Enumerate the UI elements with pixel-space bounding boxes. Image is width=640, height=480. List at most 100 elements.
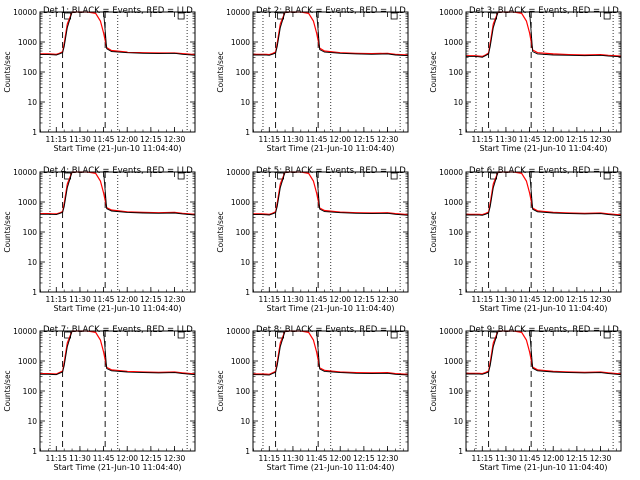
- x-tick-label: 12:00: [329, 135, 351, 144]
- time-marker-box: [177, 172, 185, 180]
- y-tick-label: 100: [236, 68, 251, 77]
- plot-frame: [39, 11, 196, 133]
- x-tick-label: 12:15: [566, 454, 588, 463]
- chart-title: Det 1: BLACK = Events, RED = LLD: [43, 6, 193, 16]
- x-tick-label: 11:15: [45, 295, 67, 304]
- y-tick-label: 1000: [18, 38, 37, 47]
- x-tick-label: 11:15: [45, 454, 67, 463]
- y-tick-label: 1000: [444, 198, 463, 207]
- y-tick-label: 1: [458, 288, 463, 297]
- time-marker-box: [603, 172, 611, 180]
- x-tick-label: 11:15: [471, 454, 493, 463]
- plot-frame: [465, 11, 622, 133]
- x-tick-label: 11:15: [258, 295, 280, 304]
- chart-panel-3: Det 3: BLACK = Events, RED = LLD Counts/s…: [429, 6, 622, 153]
- x-tick-label: 12:30: [377, 135, 399, 144]
- x-tick-label: 12:30: [164, 295, 186, 304]
- x-tick-label: 11:30: [495, 454, 517, 463]
- plot-frame: [252, 171, 409, 293]
- chart-title: Det 5: BLACK = Events, RED = LLD: [256, 166, 406, 176]
- y-tick-label: 10: [240, 258, 250, 267]
- y-tick-label: 10: [27, 98, 37, 107]
- x-tick-label: 12:15: [140, 295, 162, 304]
- chart-panel-1: Det 1: BLACK = Events, RED = LLD Counts/s…: [3, 6, 196, 153]
- lld-series-line: [466, 11, 621, 58]
- x-tick-label: 11:30: [69, 135, 91, 144]
- x-tick-label: 11:30: [282, 135, 304, 144]
- x-tick-label: 11:45: [306, 454, 328, 463]
- y-tick-label: 100: [449, 228, 464, 237]
- chart-panel-8: Det 8: BLACK = Events, RED = LLD Counts/s…: [216, 325, 409, 472]
- x-axis-label: Start Time (21-Jun-10 11:04:40): [480, 304, 608, 313]
- lld-series-line: [466, 330, 621, 375]
- y-tick-label: 1000: [231, 38, 250, 47]
- plot-frame: [252, 11, 409, 133]
- y-tick-label: 1000: [18, 198, 37, 207]
- y-axis-label: Counts/sec: [3, 211, 12, 252]
- x-tick-label: 12:00: [116, 454, 138, 463]
- y-tick-label: 100: [23, 68, 38, 77]
- x-axis-label: Start Time (21-Jun-10 11:04:40): [480, 463, 608, 472]
- y-axis-label: Counts/sec: [216, 370, 225, 411]
- lld-series-line: [40, 11, 195, 56]
- time-marker-box: [390, 331, 398, 339]
- y-tick-label: 1: [245, 447, 250, 456]
- y-tick-label: 10000: [13, 8, 37, 17]
- y-tick-label: 100: [23, 228, 38, 237]
- x-tick-label: 11:45: [519, 135, 541, 144]
- y-tick-label: 1: [245, 288, 250, 297]
- x-axis-label: Start Time (21-Jun-10 11:04:40): [267, 144, 395, 153]
- x-tick-label: 12:30: [164, 135, 186, 144]
- y-tick-label: 10000: [439, 327, 463, 336]
- y-tick-label: 10000: [13, 168, 37, 177]
- x-tick-label: 11:15: [258, 135, 280, 144]
- chart-title: Det 4: BLACK = Events, RED = LLD: [43, 166, 193, 176]
- x-tick-label: 12:15: [566, 295, 588, 304]
- y-tick-label: 10000: [439, 168, 463, 177]
- y-tick-label: 10: [453, 98, 463, 107]
- plot-frame: [465, 330, 622, 452]
- chart-title: Det 3: BLACK = Events, RED = LLD: [469, 6, 619, 16]
- lld-series-line: [253, 11, 408, 56]
- x-axis-label: Start Time (21-Jun-10 11:04:40): [54, 304, 182, 313]
- x-tick-label: 12:15: [353, 295, 375, 304]
- y-tick-label: 10000: [226, 168, 250, 177]
- x-tick-label: 12:30: [164, 454, 186, 463]
- x-tick-label: 12:00: [542, 454, 564, 463]
- y-tick-label: 10000: [439, 8, 463, 17]
- x-tick-label: 12:00: [542, 295, 564, 304]
- chart-title: Det 7: BLACK = Events, RED = LLD: [43, 325, 193, 335]
- y-tick-label: 1: [32, 447, 37, 456]
- y-axis-label: Counts/sec: [429, 370, 438, 411]
- lld-series-line: [253, 171, 408, 216]
- x-tick-label: 11:45: [519, 454, 541, 463]
- x-tick-label: 11:30: [69, 454, 91, 463]
- chart-title: Det 2: BLACK = Events, RED = LLD: [256, 6, 406, 16]
- lld-series-line: [40, 171, 195, 215]
- chart-title: Det 8: BLACK = Events, RED = LLD: [256, 325, 406, 335]
- y-tick-label: 1: [458, 447, 463, 456]
- y-tick-label: 1: [458, 128, 463, 137]
- x-tick-label: 12:30: [590, 295, 612, 304]
- chart-title: Det 6: BLACK = Events, RED = LLD: [469, 166, 619, 176]
- x-axis-label: Start Time (21-Jun-10 11:04:40): [267, 463, 395, 472]
- x-tick-label: 11:15: [471, 295, 493, 304]
- y-tick-label: 1000: [18, 357, 37, 366]
- x-tick-label: 11:45: [93, 295, 115, 304]
- x-tick-label: 11:30: [69, 295, 91, 304]
- x-tick-label: 11:30: [495, 135, 517, 144]
- chart-panel-6: Det 6: BLACK = Events, RED = LLD Counts/s…: [429, 166, 622, 313]
- y-axis-label: Counts/sec: [429, 211, 438, 252]
- time-marker-box: [390, 12, 398, 20]
- x-tick-label: 12:30: [590, 454, 612, 463]
- x-tick-label: 11:15: [45, 135, 67, 144]
- x-tick-label: 11:30: [282, 295, 304, 304]
- x-tick-label: 12:30: [590, 135, 612, 144]
- x-tick-label: 12:15: [353, 135, 375, 144]
- y-axis-label: Counts/sec: [429, 51, 438, 92]
- y-tick-label: 10: [453, 258, 463, 267]
- time-marker-box: [177, 12, 185, 20]
- chart-panel-2: Det 2: BLACK = Events, RED = LLD Counts/s…: [216, 6, 409, 153]
- x-axis-label: Start Time (21-Jun-10 11:04:40): [54, 463, 182, 472]
